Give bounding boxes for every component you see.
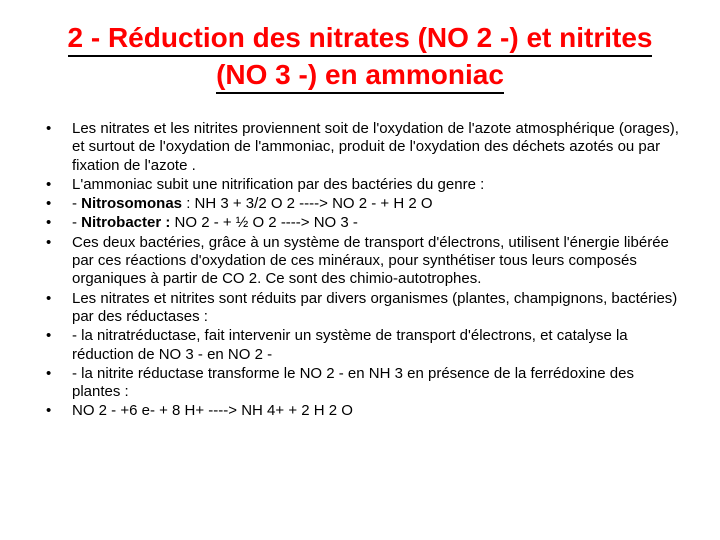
text-run: - la nitrite réductase transforme le NO …: [72, 365, 634, 400]
bullet-item: - la nitrite réductase transforme le NO …: [46, 365, 682, 402]
text-run: L'ammoniac subit une nitrification par d…: [72, 176, 484, 193]
slide: 2 - Réduction des nitrates (NO 2 -) et n…: [0, 0, 720, 540]
slide-title: 2 - Réduction des nitrates (NO 2 -) et n…: [28, 18, 692, 92]
bullet-item: - Nitrobacter : NO 2 - + ½ O 2 ----> NO …: [46, 214, 682, 232]
bullet-item: - la nitratréductase, fait intervenir un…: [46, 327, 682, 364]
text-run: : NH 3 + 3/2 O 2 ----> NO 2 - + H 2 O: [182, 195, 433, 212]
text-run: -: [72, 195, 81, 212]
bullet-item: Ces deux bactéries, grâce à un système d…: [46, 234, 682, 289]
slide-title-text: 2 - Réduction des nitrates (NO 2 -) et n…: [68, 22, 653, 94]
text-run: NO 2 - +6 e- + 8 H+ ----> NH 4+ + 2 H 2 …: [72, 402, 353, 419]
bullet-item: NO 2 - +6 e- + 8 H+ ----> NH 4+ + 2 H 2 …: [46, 402, 682, 420]
bullet-item: Les nitrates et les nitrites proviennent…: [46, 120, 682, 175]
text-run: Les nitrates et les nitrites proviennent…: [72, 120, 679, 174]
bullet-item: L'ammoniac subit une nitrification par d…: [46, 176, 682, 194]
bullet-item: - Nitrosomonas : NH 3 + 3/2 O 2 ----> NO…: [46, 195, 682, 213]
text-run: -: [72, 214, 81, 231]
bullet-list: Les nitrates et les nitrites proviennent…: [28, 120, 692, 421]
text-run: Ces deux bactéries, grâce à un système d…: [72, 234, 669, 288]
text-run: Nitrosomonas: [81, 195, 182, 212]
bullet-item: Les nitrates et nitrites sont réduits pa…: [46, 290, 682, 327]
text-run: NO 2 - + ½ O 2 ----> NO 3 -: [170, 214, 358, 231]
text-run: - la nitratréductase, fait intervenir un…: [72, 327, 628, 362]
text-run: Nitrobacter :: [81, 214, 170, 231]
text-run: Les nitrates et nitrites sont réduits pa…: [72, 290, 677, 325]
